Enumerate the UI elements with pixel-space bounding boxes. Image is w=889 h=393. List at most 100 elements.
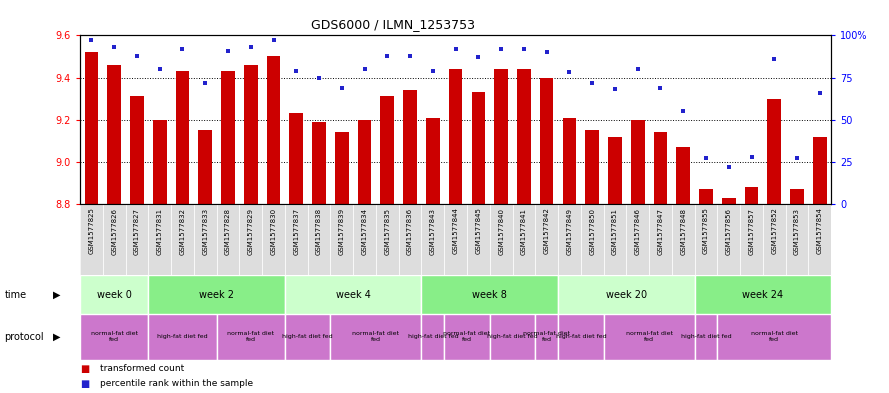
Text: high-fat diet fed: high-fat diet fed xyxy=(681,334,732,340)
Point xyxy=(517,46,531,52)
Point xyxy=(790,155,805,162)
Bar xyxy=(558,204,581,275)
Bar xyxy=(540,77,554,204)
Text: week 0: week 0 xyxy=(97,290,132,300)
Point xyxy=(312,74,326,81)
Bar xyxy=(198,130,212,204)
Text: GSM1577857: GSM1577857 xyxy=(749,208,755,255)
Bar xyxy=(444,314,490,360)
Text: week 8: week 8 xyxy=(472,290,508,300)
Text: GSM1577841: GSM1577841 xyxy=(521,208,527,255)
Bar xyxy=(581,204,604,275)
Text: GSM1577826: GSM1577826 xyxy=(111,208,117,255)
Point xyxy=(84,37,99,44)
Point xyxy=(540,49,554,55)
Text: GDS6000 / ILMN_1253753: GDS6000 / ILMN_1253753 xyxy=(311,18,475,31)
Text: ▶: ▶ xyxy=(53,290,60,300)
Text: GSM1577846: GSM1577846 xyxy=(635,208,641,255)
Bar xyxy=(558,275,694,314)
Bar xyxy=(80,204,103,275)
Point xyxy=(449,46,463,52)
Text: high-fat diet fed: high-fat diet fed xyxy=(407,334,458,340)
Bar xyxy=(398,204,421,275)
Text: ■: ■ xyxy=(80,364,89,373)
Point xyxy=(563,69,577,75)
Text: GSM1577851: GSM1577851 xyxy=(612,208,618,255)
Text: GSM1577854: GSM1577854 xyxy=(817,208,823,254)
Point xyxy=(471,54,485,61)
Bar xyxy=(653,132,668,204)
Bar xyxy=(813,136,827,204)
Bar xyxy=(108,65,121,204)
Bar xyxy=(244,65,258,204)
Bar xyxy=(608,136,621,204)
Bar xyxy=(84,52,98,204)
Bar xyxy=(335,132,348,204)
Text: time: time xyxy=(4,290,27,300)
Bar xyxy=(677,147,690,204)
Bar xyxy=(284,314,331,360)
Bar xyxy=(790,189,804,204)
Point xyxy=(699,155,713,162)
Bar xyxy=(176,71,189,204)
Bar xyxy=(604,204,627,275)
Text: week 2: week 2 xyxy=(199,290,234,300)
Text: GSM1577839: GSM1577839 xyxy=(339,208,345,255)
Bar xyxy=(699,189,713,204)
Text: GSM1577849: GSM1577849 xyxy=(566,208,573,255)
Point xyxy=(813,90,827,96)
Text: normal-fat diet
fed: normal-fat diet fed xyxy=(626,332,673,342)
Point xyxy=(289,68,303,74)
Point xyxy=(722,164,736,170)
Point xyxy=(426,68,440,74)
Point xyxy=(744,154,758,160)
Text: GSM1577834: GSM1577834 xyxy=(362,208,367,255)
Text: high-fat diet fed: high-fat diet fed xyxy=(157,334,208,340)
Bar xyxy=(517,69,531,204)
Bar xyxy=(604,314,694,360)
Text: GSM1577845: GSM1577845 xyxy=(476,208,481,254)
Point xyxy=(677,108,691,114)
Bar xyxy=(672,204,694,275)
Text: normal-fat diet
fed: normal-fat diet fed xyxy=(91,332,138,342)
Bar xyxy=(308,204,331,275)
Bar xyxy=(449,69,462,204)
Point xyxy=(220,48,235,54)
Text: GSM1577835: GSM1577835 xyxy=(384,208,390,255)
Text: ▶: ▶ xyxy=(53,332,60,342)
Point xyxy=(380,52,395,59)
Bar xyxy=(290,113,303,204)
Bar xyxy=(585,130,599,204)
Bar xyxy=(312,122,326,204)
Text: GSM1577830: GSM1577830 xyxy=(270,208,276,255)
Text: GSM1577836: GSM1577836 xyxy=(407,208,413,255)
Bar xyxy=(767,99,781,204)
Text: week 20: week 20 xyxy=(605,290,647,300)
Text: normal-fat diet
fed: normal-fat diet fed xyxy=(751,332,797,342)
Bar xyxy=(130,97,144,204)
Bar xyxy=(194,204,217,275)
Point xyxy=(334,84,348,91)
Bar xyxy=(563,118,576,204)
Text: GSM1577843: GSM1577843 xyxy=(430,208,436,255)
Point xyxy=(494,46,509,52)
Text: high-fat diet fed: high-fat diet fed xyxy=(556,334,606,340)
Bar xyxy=(649,204,672,275)
Bar xyxy=(535,314,558,360)
Bar xyxy=(331,204,353,275)
Bar xyxy=(558,314,604,360)
Bar xyxy=(148,275,284,314)
Bar xyxy=(284,275,421,314)
Bar xyxy=(717,204,741,275)
Bar xyxy=(421,204,444,275)
Text: GSM1577850: GSM1577850 xyxy=(589,208,596,255)
Bar xyxy=(404,90,417,204)
Bar xyxy=(421,275,558,314)
Text: GSM1577855: GSM1577855 xyxy=(703,208,709,254)
Text: GSM1577856: GSM1577856 xyxy=(725,208,732,255)
Bar xyxy=(808,204,831,275)
Text: transformed count: transformed count xyxy=(100,364,184,373)
Bar xyxy=(103,204,125,275)
Bar xyxy=(421,314,444,360)
Text: GSM1577828: GSM1577828 xyxy=(225,208,231,255)
